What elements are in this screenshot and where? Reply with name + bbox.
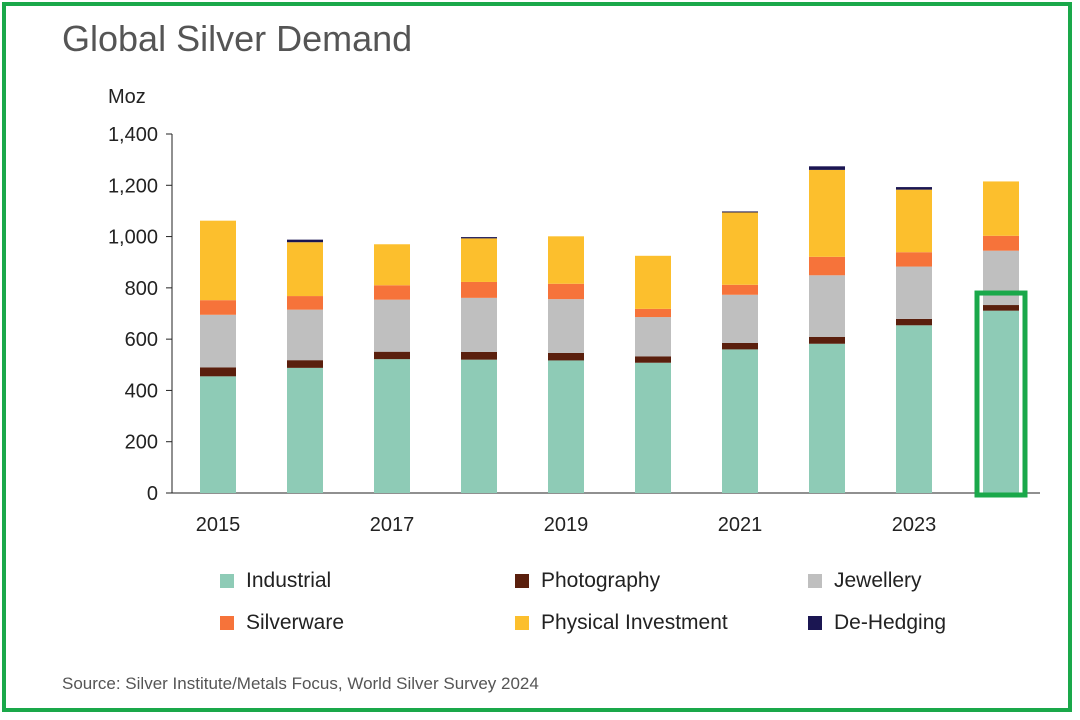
y-tick-label: 1,000 — [108, 227, 158, 249]
bar-segment-silverware-2020 — [635, 308, 671, 318]
legend-item-jewellery: Jewellery — [808, 566, 922, 596]
bar-segment-de-hedging-2021 — [722, 211, 758, 213]
bar-segment-jewellery-2016 — [287, 309, 323, 361]
bar-segment-industrial-2023 — [896, 325, 932, 493]
bar-segment-silverware-2021 — [722, 284, 758, 295]
highlight-frame — [2, 2, 1072, 712]
bar-segment-photography-2020 — [635, 356, 671, 363]
bar-segment-industrial-2016 — [287, 367, 323, 493]
bar-segment-photography-2019 — [548, 352, 584, 361]
legend-label: Silverware — [246, 611, 345, 634]
bar-segment-physical-investment-2024 — [983, 181, 1019, 236]
bar-segment-industrial-2022 — [809, 343, 845, 493]
legend-label: Jewellery — [834, 569, 922, 592]
bar-segment-physical-investment-2015 — [200, 220, 236, 301]
bar-segment-industrial-2024 — [983, 310, 1019, 493]
bar-segment-industrial-2018 — [461, 359, 497, 493]
bar-segment-physical-investment-2018 — [461, 238, 497, 282]
y-tick-label: 1,200 — [108, 175, 158, 197]
bar-segment-jewellery-2017 — [374, 299, 410, 352]
legend-swatch — [515, 574, 529, 588]
bar-segment-photography-2016 — [287, 360, 323, 368]
bar-segment-jewellery-2015 — [200, 314, 236, 368]
bar-segment-jewellery-2024 — [983, 250, 1019, 306]
bar-segment-silverware-2016 — [287, 296, 323, 310]
bar-segment-silverware-2017 — [374, 285, 410, 300]
legend-item-industrial: Industrial — [220, 566, 331, 596]
source-note: Source: Silver Institute/Metals Focus, W… — [62, 674, 539, 693]
bar-segment-silverware-2024 — [983, 235, 1019, 251]
legend-swatch — [515, 616, 529, 630]
y-tick-label: 1,400 — [108, 124, 158, 146]
x-tick-label: 2015 — [196, 514, 241, 536]
bar-segment-industrial-2017 — [374, 359, 410, 493]
legend-swatch — [220, 574, 234, 588]
bar-segment-physical-investment-2023 — [896, 189, 932, 253]
y-tick-label: 200 — [125, 432, 158, 454]
legend-item-physical-investment: Physical Investment — [515, 608, 728, 638]
bar-segment-photography-2018 — [461, 351, 497, 360]
legend-item-de-hedging: De-Hedging — [808, 608, 946, 638]
bar-segment-photography-2023 — [896, 318, 932, 326]
bar-segment-industrial-2019 — [548, 360, 584, 493]
legend-item-silverware: Silverware — [220, 608, 344, 638]
bar-segment-jewellery-2018 — [461, 297, 497, 352]
legend-swatch — [808, 616, 822, 630]
bar-segment-photography-2015 — [200, 367, 236, 377]
bar-segment-de-hedging-2022 — [809, 166, 845, 170]
bar-segment-jewellery-2021 — [722, 294, 758, 343]
bar-segment-silverware-2019 — [548, 283, 584, 300]
bar-segment-silverware-2022 — [809, 256, 845, 276]
legend-swatch — [220, 616, 234, 630]
bar-segment-physical-investment-2022 — [809, 169, 845, 257]
bar-segment-de-hedging-2018 — [461, 237, 497, 239]
x-tick-label: 2023 — [892, 514, 937, 536]
bar-segment-jewellery-2023 — [896, 266, 932, 319]
legend-label: Industrial — [246, 569, 332, 592]
legend-label: Physical Investment — [541, 611, 728, 634]
legend-label: De-Hedging — [834, 611, 947, 634]
chart-title: Global Silver Demand — [62, 18, 413, 59]
bar-segment-jewellery-2019 — [548, 299, 584, 353]
bar-segment-jewellery-2022 — [809, 275, 845, 337]
bar-segment-photography-2024 — [983, 305, 1019, 311]
bar-segment-jewellery-2020 — [635, 317, 671, 357]
bar-segment-photography-2022 — [809, 336, 845, 344]
bar-segment-de-hedging-2023 — [896, 187, 932, 190]
x-tick-label: 2019 — [544, 514, 589, 536]
bar-segment-physical-investment-2020 — [635, 255, 671, 309]
bar-segment-photography-2017 — [374, 351, 410, 360]
highlight-box-2024 — [974, 290, 1028, 498]
legend-swatch — [808, 574, 822, 588]
bar-segment-physical-investment-2017 — [374, 244, 410, 286]
y-tick-label: 0 — [147, 483, 158, 505]
bar-segment-photography-2021 — [722, 342, 758, 350]
y-axis-unit-label: Moz — [108, 86, 146, 108]
bar-segment-physical-investment-2019 — [548, 236, 584, 284]
legend-item-photography: Photography — [515, 566, 660, 596]
x-tick-label: 2021 — [718, 514, 763, 536]
y-tick-label: 400 — [125, 380, 158, 402]
bar-segment-de-hedging-2016 — [287, 239, 323, 243]
bar-segment-physical-investment-2016 — [287, 242, 323, 297]
bar-segment-silverware-2023 — [896, 252, 932, 267]
bar-segment-industrial-2021 — [722, 349, 758, 493]
bar-segment-silverware-2018 — [461, 281, 497, 298]
legend-label: Photography — [541, 569, 661, 592]
bar-segment-physical-investment-2021 — [722, 212, 758, 285]
bar-segment-industrial-2020 — [635, 362, 671, 493]
x-tick-label: 2017 — [370, 514, 415, 536]
bar-segment-silverware-2015 — [200, 300, 236, 315]
chart-legend: Industrial Photography Jewellery Silverware… — [220, 566, 1000, 646]
y-tick-label: 600 — [125, 329, 158, 351]
y-tick-label: 800 — [125, 278, 158, 300]
bar-segment-industrial-2015 — [200, 376, 236, 493]
